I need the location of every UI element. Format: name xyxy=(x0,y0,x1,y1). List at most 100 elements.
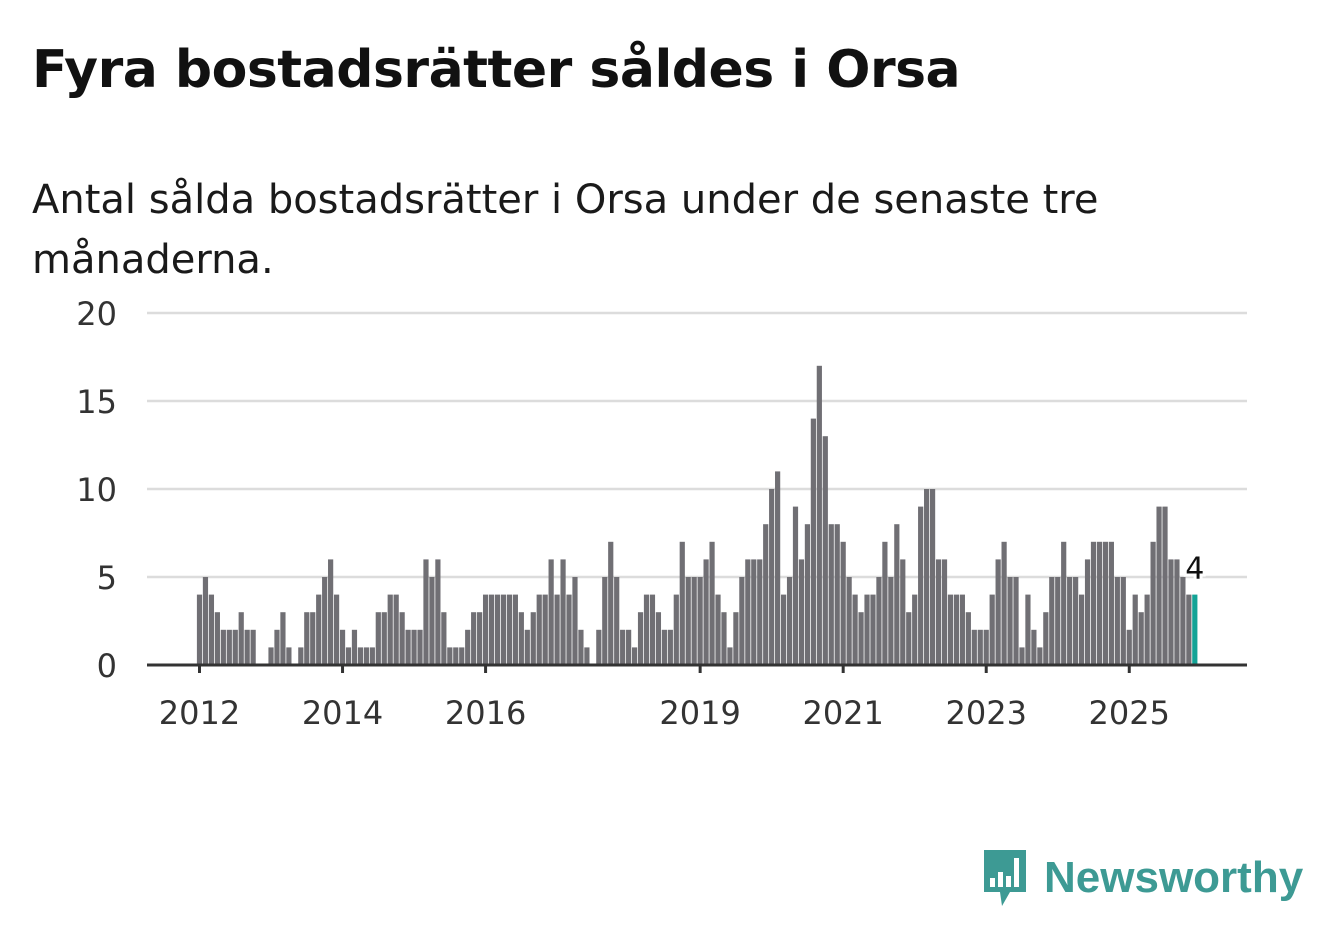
x-tick-label: 2021 xyxy=(802,694,883,732)
bar xyxy=(912,594,918,665)
bar xyxy=(316,594,322,665)
bar xyxy=(1168,559,1174,665)
bar xyxy=(268,647,274,665)
bar xyxy=(864,594,870,665)
bar xyxy=(1001,541,1007,665)
bar xyxy=(345,647,352,665)
bar xyxy=(1156,506,1162,665)
bar xyxy=(393,594,399,665)
bar xyxy=(792,506,799,665)
newsworthy-logo: Newsworthy xyxy=(980,848,1303,908)
bar xyxy=(971,629,977,665)
bar xyxy=(381,612,387,665)
bar xyxy=(351,629,358,665)
bar xyxy=(596,629,602,665)
bar xyxy=(673,594,679,665)
bar xyxy=(900,559,906,665)
bar xyxy=(655,612,662,665)
bar xyxy=(518,612,524,665)
bar xyxy=(250,629,256,665)
bar xyxy=(310,612,316,665)
bar xyxy=(441,612,447,665)
bar xyxy=(822,436,828,665)
bar xyxy=(769,489,775,665)
bar xyxy=(721,612,727,665)
bar xyxy=(542,594,548,665)
bar xyxy=(1031,629,1037,665)
bar xyxy=(524,629,530,665)
bar xyxy=(1078,594,1085,665)
bar xyxy=(1186,594,1192,665)
bar xyxy=(727,647,733,665)
bar xyxy=(322,577,328,665)
bar xyxy=(238,612,244,665)
y-tick-label: 0 xyxy=(97,647,117,685)
bar xyxy=(965,612,971,665)
bar xyxy=(572,577,578,665)
bar xyxy=(1132,594,1138,665)
bar xyxy=(411,629,417,665)
bar xyxy=(929,489,936,665)
bar xyxy=(697,577,703,665)
bar xyxy=(995,559,1001,665)
bar xyxy=(733,612,739,665)
bar xyxy=(691,577,697,665)
x-tick-label: 2025 xyxy=(1089,694,1170,732)
bar xyxy=(482,594,489,665)
bar xyxy=(494,594,501,665)
bar xyxy=(810,418,816,665)
bar xyxy=(304,612,310,665)
bar xyxy=(447,647,453,665)
bar xyxy=(685,577,691,665)
chart-title: Fyra bostadsrätter såldes i Orsa xyxy=(32,40,961,100)
bar xyxy=(1150,541,1156,665)
x-tick-label: 2014 xyxy=(302,694,383,732)
bar xyxy=(1162,506,1168,665)
bar xyxy=(232,629,238,665)
bar xyxy=(751,559,757,665)
bar xyxy=(858,612,864,665)
bar xyxy=(280,612,286,665)
bar xyxy=(816,365,822,665)
bar xyxy=(643,594,650,665)
bar xyxy=(661,629,667,665)
bar xyxy=(274,629,280,665)
bar xyxy=(1084,559,1091,665)
bar xyxy=(804,524,811,665)
bar xyxy=(453,647,459,665)
bar xyxy=(566,594,572,665)
bar xyxy=(1037,647,1043,665)
bar xyxy=(375,612,381,665)
bar xyxy=(202,577,209,665)
bar xyxy=(983,629,989,665)
bar xyxy=(941,559,948,665)
bar xyxy=(989,594,995,665)
bar xyxy=(1049,577,1055,665)
bar xyxy=(429,577,435,665)
y-tick-label: 5 xyxy=(97,559,117,597)
bar xyxy=(626,629,632,665)
bar xyxy=(560,559,566,665)
bar xyxy=(214,612,220,665)
bar xyxy=(1144,594,1150,665)
bar xyxy=(1007,577,1013,665)
bar xyxy=(405,629,411,665)
bar xyxy=(399,612,405,665)
bar xyxy=(631,647,638,665)
bar xyxy=(846,577,852,665)
bar xyxy=(369,647,375,665)
bar xyxy=(1013,577,1019,665)
bar xyxy=(554,594,560,665)
bar xyxy=(775,471,781,665)
bar xyxy=(435,559,441,665)
bar xyxy=(1120,577,1126,665)
bar xyxy=(620,629,626,665)
bar xyxy=(1192,594,1198,665)
y-tick-label: 15 xyxy=(76,383,117,421)
y-tick-label: 20 xyxy=(76,295,117,333)
bar xyxy=(1174,559,1180,665)
bar xyxy=(637,612,644,665)
bar xyxy=(488,594,495,665)
bar xyxy=(1114,577,1120,665)
bar xyxy=(918,506,924,665)
